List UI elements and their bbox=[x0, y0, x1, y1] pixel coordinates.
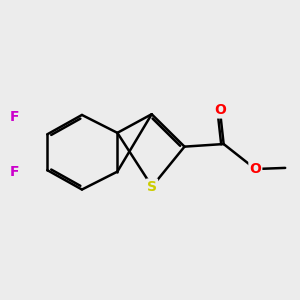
Text: O: O bbox=[249, 162, 261, 176]
Text: F: F bbox=[10, 110, 20, 124]
Text: O: O bbox=[214, 103, 226, 118]
Text: S: S bbox=[147, 179, 157, 194]
Text: F: F bbox=[10, 165, 20, 178]
